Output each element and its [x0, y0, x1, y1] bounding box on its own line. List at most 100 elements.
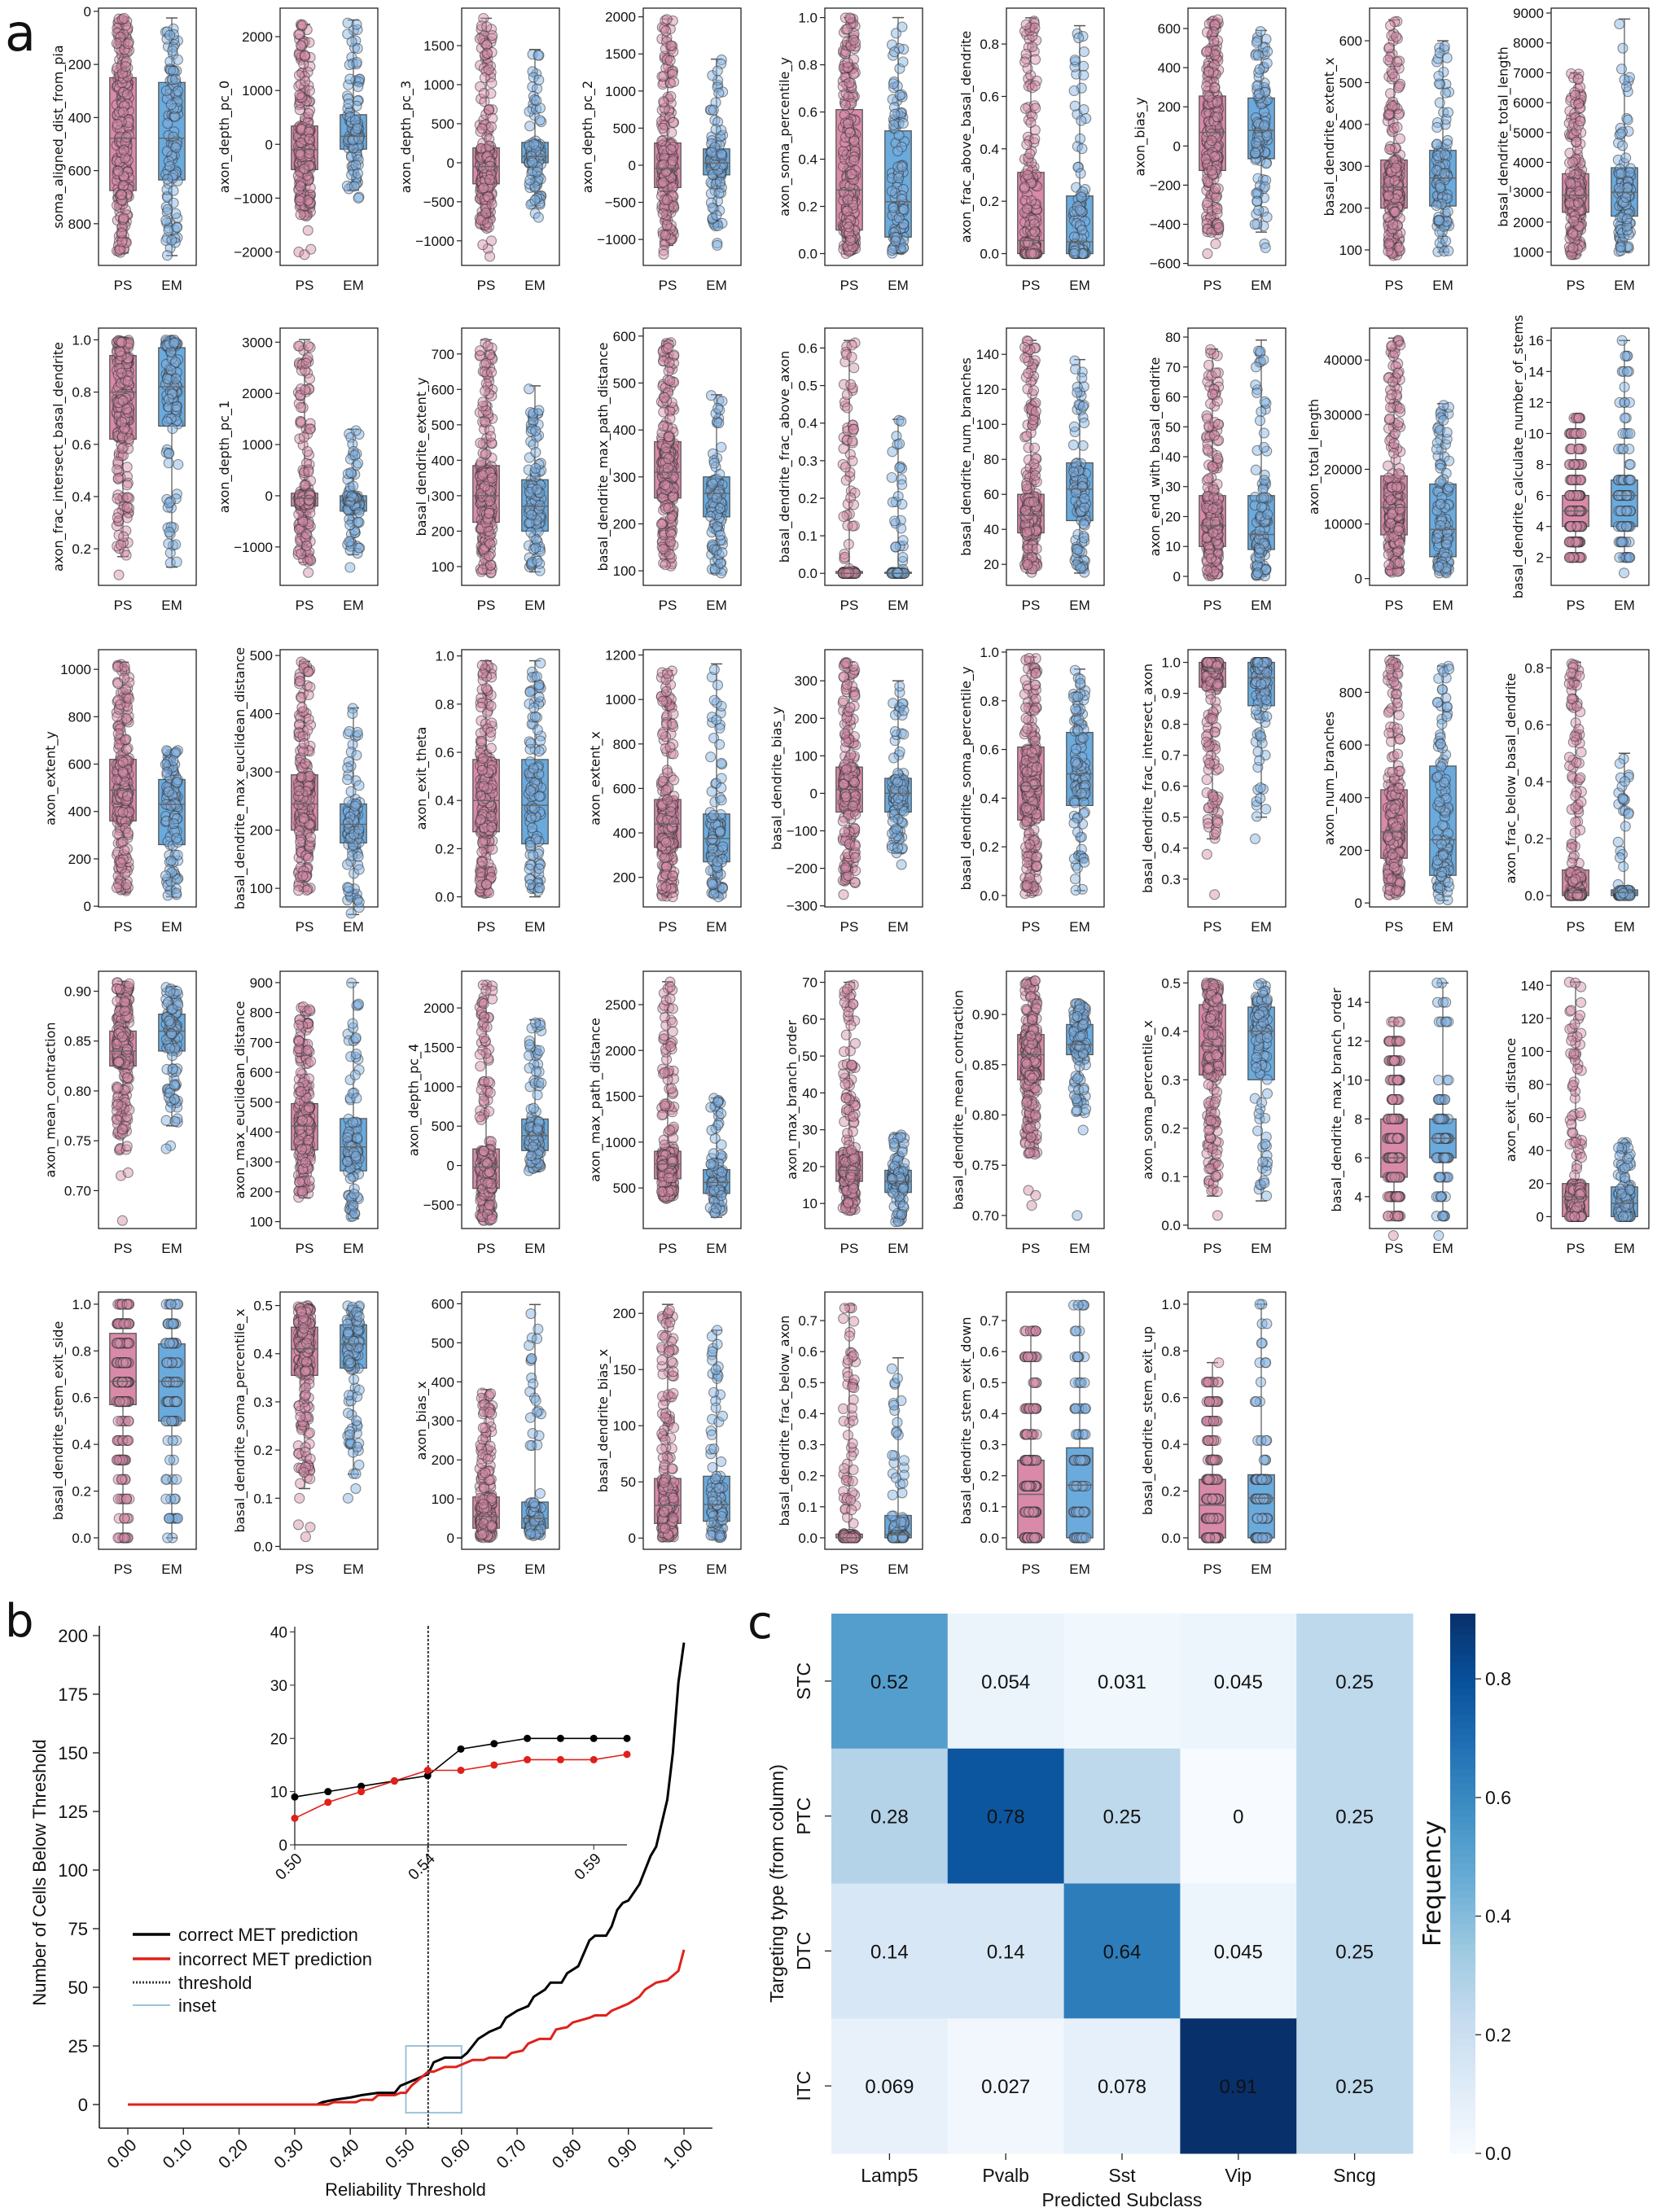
ps-data-point — [1202, 176, 1213, 187]
em-data-point — [1439, 41, 1450, 52]
ps-data-point — [842, 118, 854, 129]
ps-data-point — [1567, 228, 1579, 239]
em-data-point — [1260, 242, 1271, 253]
ps-data-point — [293, 340, 305, 352]
ps-data-point — [117, 107, 129, 118]
ps-data-point — [1392, 121, 1403, 133]
y-tick-label: 5000 — [1513, 125, 1544, 141]
em-data-point — [893, 172, 905, 184]
ps-data-point — [303, 567, 314, 578]
boxplot-basal-dendrite-extent-y: 100200300400500600700basal_dendrite_exte… — [414, 327, 560, 613]
ps-data-point — [478, 88, 489, 99]
ps-data-point — [665, 143, 677, 155]
ps-data-point — [1564, 167, 1576, 178]
ps-data-point — [299, 249, 310, 261]
ps-data-point — [481, 47, 493, 59]
em-data-point — [898, 242, 910, 254]
em-data-point — [708, 458, 720, 469]
y-tick-label: 0.4 — [72, 489, 91, 505]
ps-data-point — [1384, 20, 1396, 32]
y-tick-label: 600 — [1158, 21, 1181, 37]
em-data-point — [531, 94, 542, 107]
em-data-point — [353, 506, 365, 519]
em-data-point — [163, 458, 174, 469]
ps-data-point — [1575, 116, 1586, 127]
em-data-point — [888, 78, 899, 90]
x-tick-label: PS — [840, 278, 859, 293]
y-tick-label: 1500 — [423, 38, 454, 54]
boxplot-basal-dendrite-total-length: 100020003000400050006000700080009000basa… — [1495, 6, 1650, 293]
ps-data-point — [113, 569, 125, 580]
y-axis-label: axon_depth_pc_0 — [217, 81, 233, 193]
ps-data-point — [120, 61, 131, 72]
em-data-point — [162, 118, 173, 129]
ps-data-point — [299, 50, 310, 61]
ps-data-point — [1208, 35, 1220, 46]
em-data-point — [1068, 247, 1080, 260]
ps-data-point — [842, 194, 853, 205]
em-data-point — [713, 87, 725, 99]
em-data-point — [1617, 42, 1629, 54]
boxplot-basal-dendrite-max-path-distance: 100200300400500600basal_dendrite_max_pat… — [595, 327, 742, 613]
em-data-point — [1076, 115, 1087, 126]
ps-data-point — [487, 472, 498, 484]
em-data-point — [530, 542, 541, 554]
ps-data-point — [305, 423, 316, 435]
y-tick-label: 8000 — [1513, 36, 1544, 51]
em-data-point — [353, 81, 364, 93]
ps-data-point — [658, 248, 669, 260]
ps-data-point — [1029, 22, 1041, 33]
em-data-point — [170, 142, 182, 153]
em-data-point — [172, 85, 183, 97]
ps-data-point — [842, 57, 853, 68]
em-data-point — [525, 527, 537, 538]
ps-data-point — [485, 431, 497, 442]
y-tick-label: 1500 — [605, 46, 636, 62]
boxplot-soma-aligned-dist-from-pia: 0200400600800soma_aligned_dist_from_piaP… — [50, 4, 197, 293]
y-tick-label: 400 — [68, 110, 91, 125]
panel-label-c: c — [747, 1597, 773, 1649]
em-data-point — [352, 168, 364, 179]
ps-data-point — [1212, 112, 1223, 123]
y-axis-label: axon_soma_percentile_y — [777, 57, 793, 217]
ps-data-point — [114, 346, 125, 357]
em-data-point — [342, 17, 353, 28]
ps-data-point — [667, 155, 678, 167]
em-data-point — [1615, 128, 1627, 139]
ps-data-point — [484, 174, 495, 186]
y-tick-label: 0.6 — [72, 437, 91, 453]
ps-data-point — [477, 470, 489, 481]
em-data-point — [163, 538, 174, 550]
ps-data-point — [294, 28, 305, 40]
ps-data-point — [1019, 103, 1031, 114]
em-data-point — [705, 510, 717, 522]
em-data-point — [887, 245, 898, 256]
em-data-point — [171, 222, 182, 234]
ps-data-point — [1202, 197, 1213, 208]
y-tick-label: 0 — [1173, 138, 1181, 154]
em-data-point — [1254, 64, 1265, 75]
ps-data-point — [296, 40, 307, 51]
y-tick-label: 600 — [432, 382, 454, 397]
em-data-point — [1252, 50, 1264, 61]
em-data-point — [344, 73, 356, 85]
em-data-point — [162, 173, 173, 185]
em-data-point — [167, 45, 178, 56]
ps-data-point — [844, 127, 856, 138]
ps-data-point — [663, 431, 675, 442]
y-tick-label: −1000 — [597, 232, 636, 247]
ps-data-point — [480, 449, 491, 460]
y-tick-label: 4000 — [1513, 155, 1544, 170]
ps-data-point — [658, 177, 669, 188]
em-data-point — [163, 448, 174, 459]
em-data-point — [1434, 97, 1445, 108]
em-data-point — [717, 547, 728, 558]
ps-data-point — [121, 132, 132, 143]
ps-data-point — [661, 220, 673, 231]
ps-data-point — [663, 502, 674, 514]
ps-data-point — [477, 396, 489, 408]
em-data-point — [342, 28, 353, 40]
ps-data-point — [296, 416, 307, 427]
ps-data-point — [121, 89, 134, 100]
ps-data-point — [658, 96, 669, 107]
